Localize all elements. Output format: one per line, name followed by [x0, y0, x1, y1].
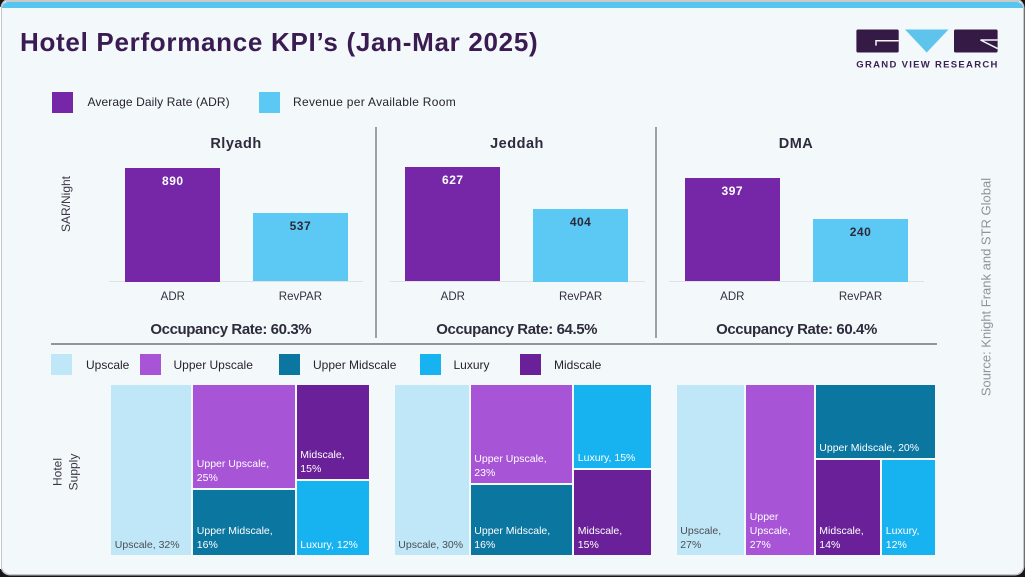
svg-text:GRAND VIEW RESEARCH: GRAND VIEW RESEARCH [856, 59, 998, 70]
